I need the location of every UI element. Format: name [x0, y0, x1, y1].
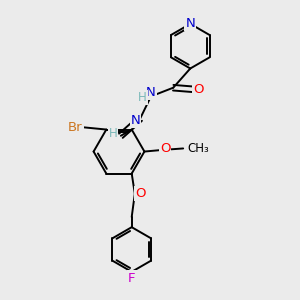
Text: O: O — [160, 142, 170, 154]
Text: CH₃: CH₃ — [187, 142, 208, 155]
Text: N: N — [185, 17, 195, 30]
Text: O: O — [193, 83, 203, 96]
Text: O: O — [135, 187, 146, 200]
Text: Br: Br — [68, 121, 83, 134]
Text: F: F — [128, 272, 136, 284]
Text: H: H — [109, 127, 118, 140]
Text: N: N — [130, 114, 140, 127]
Text: H: H — [138, 92, 147, 104]
Text: N: N — [146, 86, 156, 99]
